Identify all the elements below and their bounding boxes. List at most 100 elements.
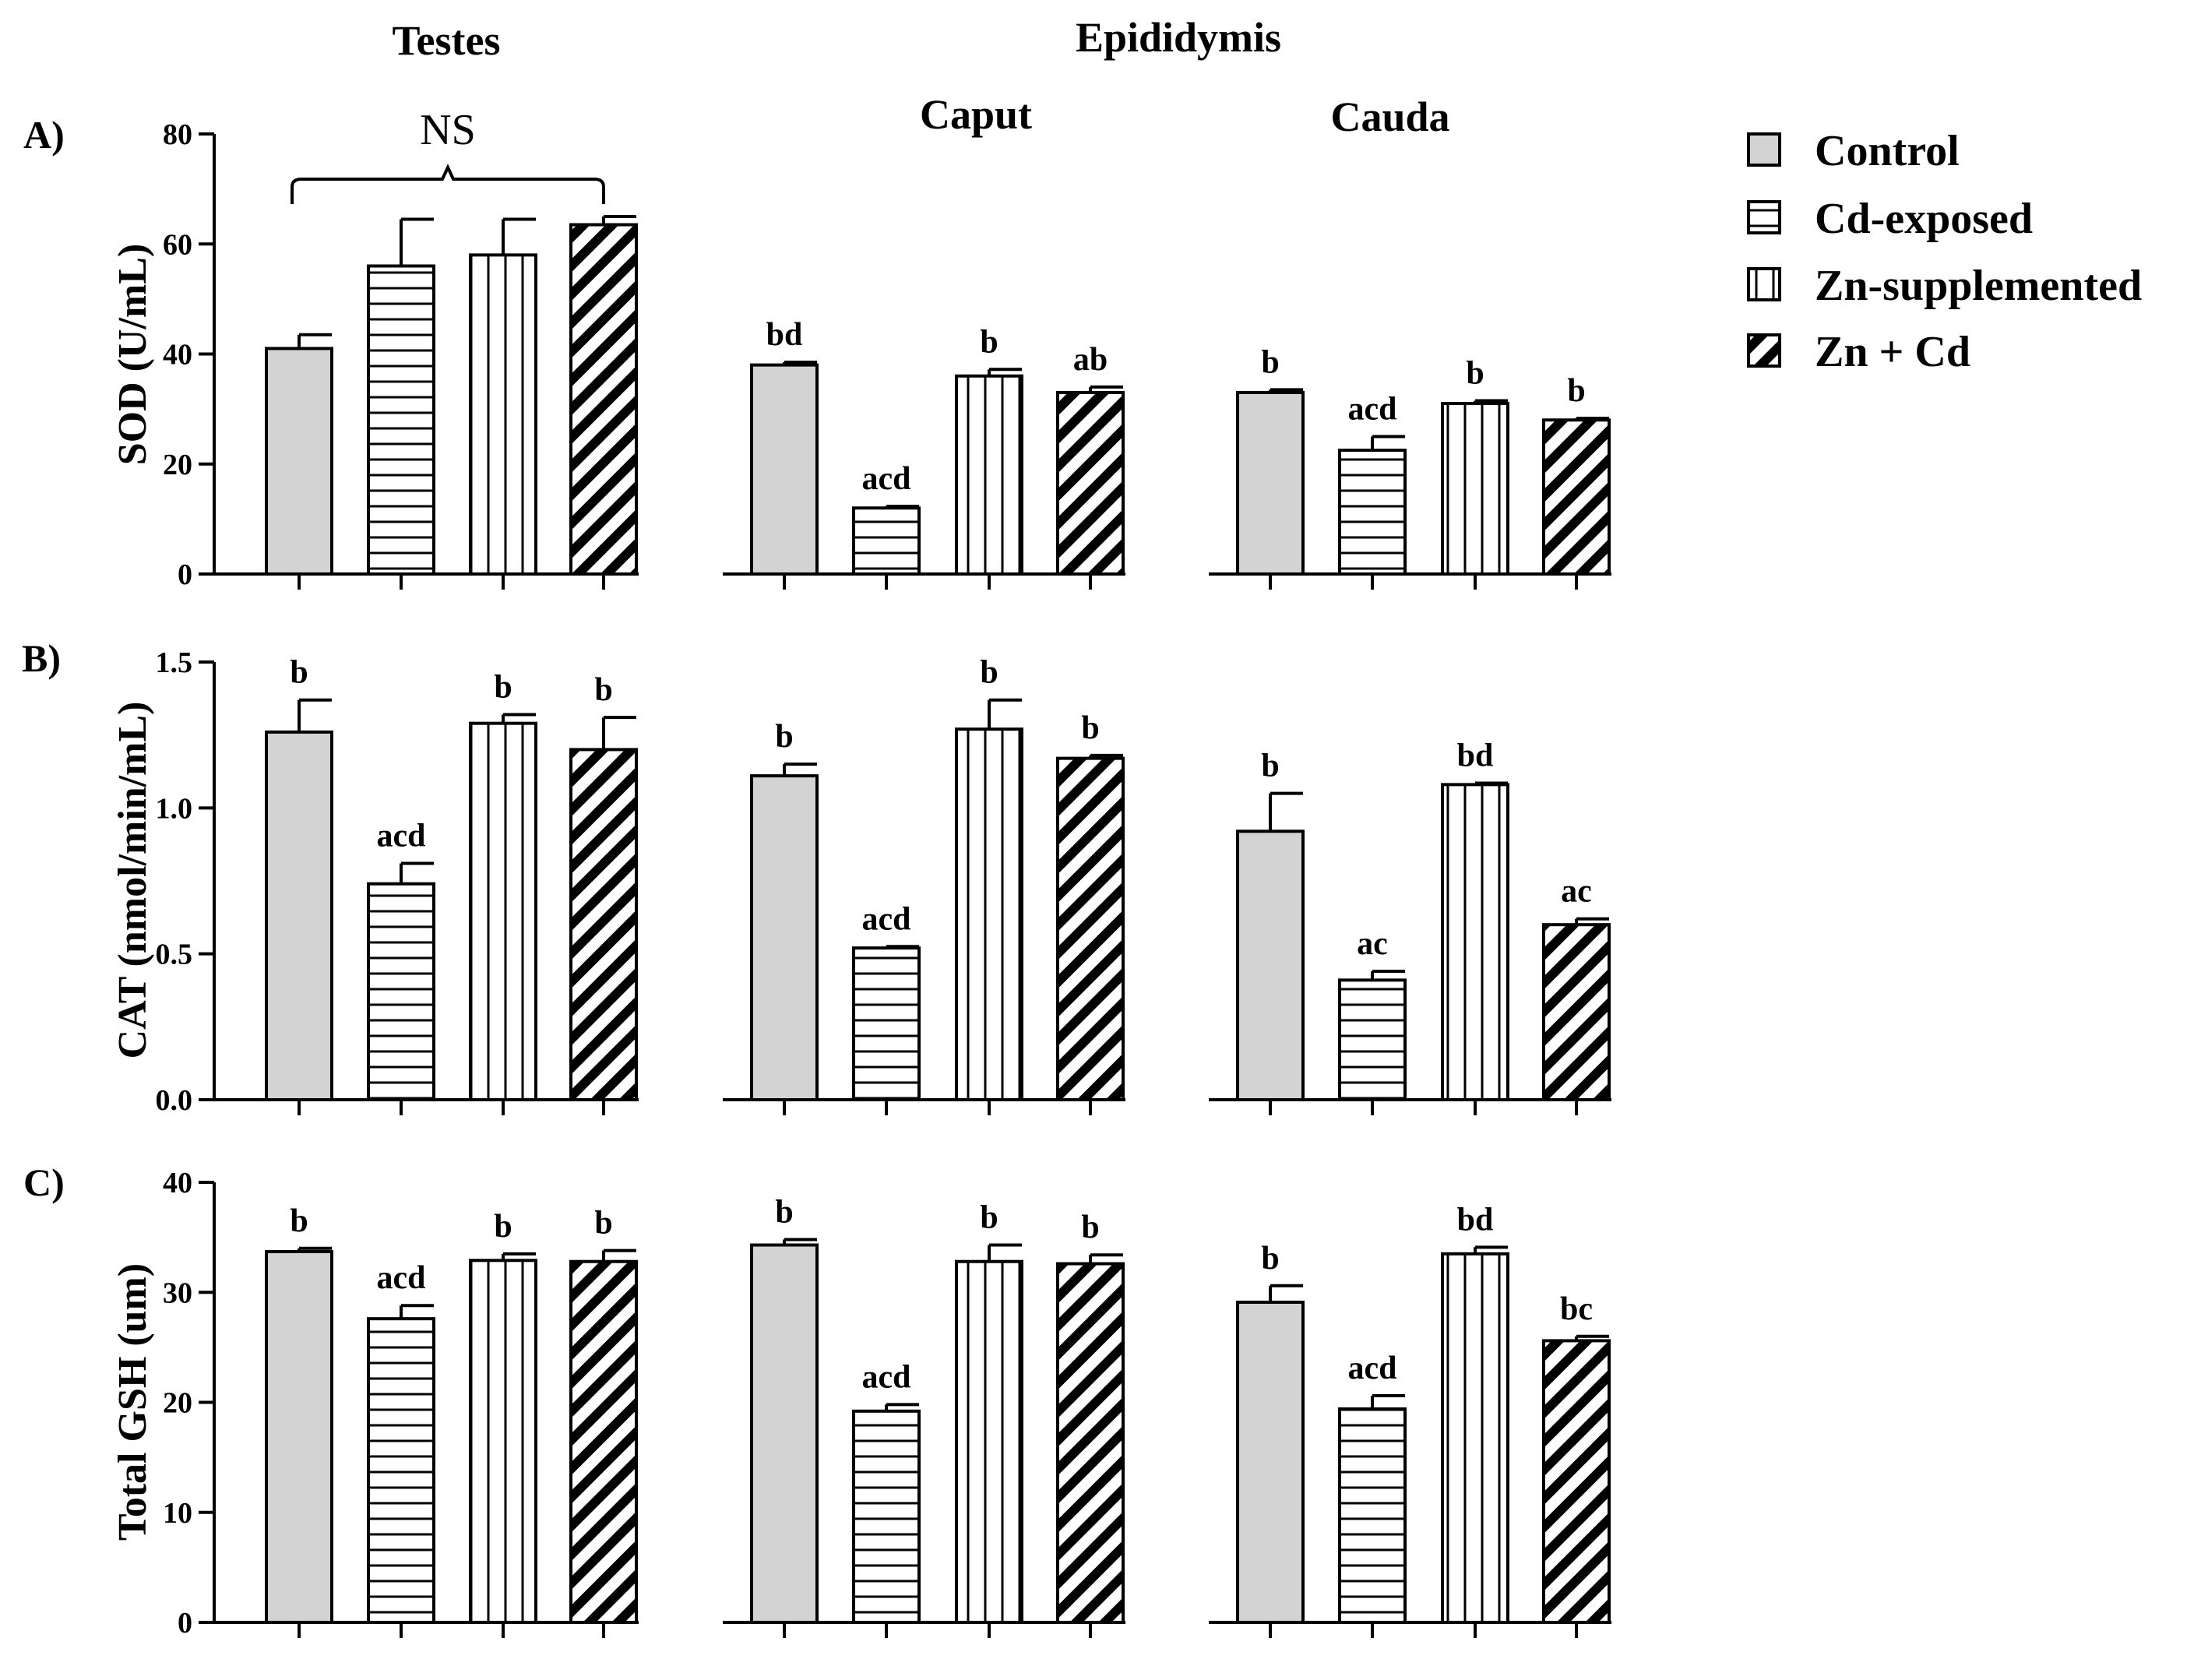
panel-a-label: A) <box>23 113 65 157</box>
sig-letter-cauda-control: b <box>1261 748 1279 784</box>
legend-swatch-zn-cd <box>1747 333 1781 368</box>
y-tick-label: 80 <box>163 118 192 151</box>
panel-b-label: B) <box>22 636 61 680</box>
bar-caput-cd-exposed <box>852 946 921 1101</box>
sig-letter-caput-cd-exposed: acd <box>862 1359 911 1395</box>
bar-testes-zn-cd <box>569 223 638 576</box>
subplot-2-cauda: b ac bd ac <box>1209 738 1611 1115</box>
bar-cauda-control <box>1236 1300 1305 1625</box>
sig-letter-testes-zn-supplemented: b <box>494 1209 512 1245</box>
sig-letter-caput-zn-cd: b <box>1081 1210 1099 1245</box>
sig-letter-caput-zn-supplemented: b <box>980 324 998 360</box>
subplot-3-testes: 0 10 20 30 40 b acd b b <box>163 1167 639 1639</box>
legend-label-zn-cd: Zn + Cd <box>1815 328 1970 376</box>
y-tick-label: 1.5 <box>156 646 193 679</box>
sig-letter-cauda-cd-exposed: ac <box>1357 926 1388 962</box>
y-tick-label: 1.0 <box>156 792 193 825</box>
subplot-3-caput: b acd b b <box>723 1194 1125 1638</box>
legend-swatch-control <box>1747 132 1781 167</box>
legend: Control Cd-exposed Zn-supplemented Zn + … <box>1747 127 2142 376</box>
bar-caput-control <box>750 1243 819 1624</box>
sig-letter-cauda-control: b <box>1261 344 1279 380</box>
bar-cauda-cd-exposed <box>1338 449 1407 576</box>
y-tick-label: 30 <box>163 1277 192 1309</box>
bar-cauda-control <box>1236 829 1305 1101</box>
sig-letter-caput-zn-supplemented: b <box>980 655 998 691</box>
subplot-1-cauda: b acd b b <box>1209 344 1611 590</box>
sig-letter-caput-zn-cd: b <box>1081 710 1099 746</box>
bar-testes-zn-cd <box>569 748 638 1102</box>
sig-letter-testes-zn-cd: b <box>594 1206 612 1242</box>
sig-letter-caput-zn-supplemented: b <box>980 1200 998 1236</box>
legend-label-cd-exposed: Cd-exposed <box>1815 195 2033 243</box>
header-epididymis: Epididymis <box>1076 14 1281 61</box>
sig-letter-cauda-control: b <box>1261 1241 1279 1277</box>
sig-letter-caput-cd-exposed: acd <box>862 901 911 937</box>
legend-swatch-cd-exposed <box>1747 200 1781 234</box>
ylabel-sod: SOD (U/mL) <box>111 244 155 466</box>
legend-swatch-zn-supplemented <box>1747 267 1781 301</box>
sig-letter-cauda-zn-cd: b <box>1567 373 1585 409</box>
y-tick-label: 0.5 <box>156 939 193 971</box>
bar-caput-cd-exposed <box>852 1409 921 1625</box>
y-tick-label: 40 <box>163 1167 192 1199</box>
header-testes: Testes <box>392 17 500 64</box>
y-tick-label: 20 <box>163 1387 192 1420</box>
bar-caput-control <box>750 363 819 576</box>
bar-cauda-zn-cd <box>1542 1339 1611 1625</box>
bar-cauda-cd-exposed <box>1338 1407 1407 1624</box>
sig-letter-testes-zn-supplemented: b <box>494 669 512 705</box>
panel-3: 0 10 20 30 40 b acd b b b acd b b b acd bd bc <box>163 1167 1611 1639</box>
ns-bracket <box>291 164 605 204</box>
y-tick-label: 20 <box>163 449 192 481</box>
bar-cauda-zn-cd <box>1542 923 1611 1101</box>
bar-testes-control <box>265 730 333 1101</box>
subplot-3-cauda: b acd bd bc <box>1209 1202 1611 1638</box>
legend-label-zn-supplemented: Zn-supplemented <box>1815 262 2142 310</box>
bar-caput-zn-cd <box>1056 1262 1125 1625</box>
bar-cauda-control <box>1236 390 1305 576</box>
sig-letter-caput-cd-exposed: acd <box>862 461 911 497</box>
bar-testes-control <box>265 347 333 576</box>
bar-testes-zn-cd <box>569 1259 638 1624</box>
bar-caput-zn-cd <box>1056 756 1125 1101</box>
ns-annotation: NS <box>420 106 476 154</box>
bar-cauda-zn-cd <box>1542 418 1611 576</box>
sig-letter-cauda-zn-supplemented: bd <box>1457 1202 1494 1238</box>
panel-1: 0 20 40 60 80 bd acd b ab b acd b b <box>163 118 1611 591</box>
subplot-1-testes: 0 20 40 60 80 <box>163 118 639 591</box>
bar-testes-cd-exposed <box>367 1317 435 1625</box>
header-cauda: Cauda <box>1330 93 1449 140</box>
sig-letter-caput-control: bd <box>766 317 803 353</box>
sig-letter-testes-cd-exposed: acd <box>377 819 426 854</box>
sig-letter-cauda-cd-exposed: acd <box>1348 1351 1397 1386</box>
bar-testes-zn-supplemented <box>469 253 537 576</box>
sig-letter-testes-control: b <box>290 655 308 691</box>
subplot-2-testes: 0.0 0.5 1.0 1.5 b acd b b <box>156 646 639 1117</box>
y-tick-label: 0 <box>178 1607 192 1639</box>
bar-cauda-zn-supplemented <box>1441 1252 1509 1624</box>
bar-caput-zn-supplemented <box>955 1259 1023 1624</box>
sig-letter-testes-cd-exposed: acd <box>377 1260 426 1296</box>
bar-cauda-zn-supplemented <box>1441 402 1509 576</box>
y-tick-label: 0 <box>178 558 192 591</box>
sig-letter-cauda-zn-supplemented: bd <box>1457 738 1494 773</box>
y-tick-label: 60 <box>163 228 192 261</box>
bar-caput-zn-supplemented <box>955 727 1023 1101</box>
sig-letter-testes-control: b <box>290 1203 308 1239</box>
ylabel-gsh: Total GSH (um) <box>111 1263 155 1541</box>
bar-testes-cd-exposed <box>367 882 435 1102</box>
bar-cauda-cd-exposed <box>1338 978 1407 1102</box>
ylabel-cat: CAT (nmol/min/mL) <box>111 702 155 1059</box>
panel-2: 0.0 0.5 1.0 1.5 b acd b b b acd b b b ac bd ac <box>156 646 1611 1117</box>
bar-testes-zn-supplemented <box>469 1259 537 1624</box>
subplot-2-caput: b acd b b <box>723 655 1125 1115</box>
bar-caput-zn-cd <box>1056 390 1125 576</box>
legend-label-control: Control <box>1815 127 1960 175</box>
bar-testes-control <box>265 1249 333 1625</box>
bar-testes-cd-exposed <box>367 264 435 576</box>
sig-letter-cauda-cd-exposed: acd <box>1348 391 1397 427</box>
bar-caput-control <box>750 774 819 1101</box>
sig-letter-cauda-zn-cd: ac <box>1561 874 1592 910</box>
